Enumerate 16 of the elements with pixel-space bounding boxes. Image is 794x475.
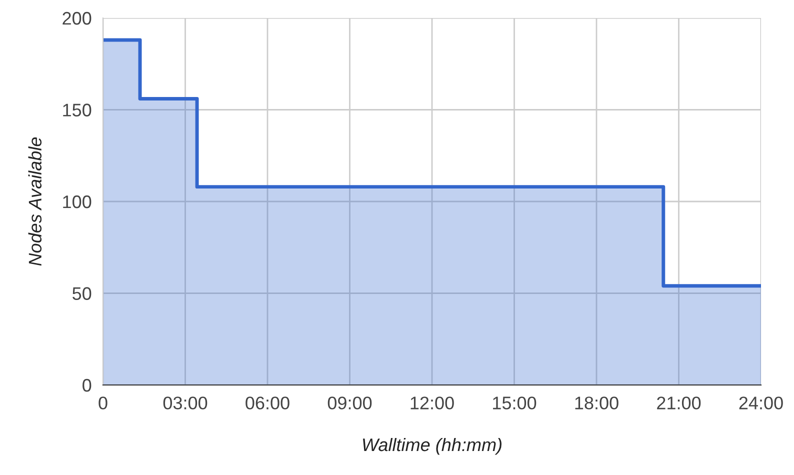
x-tick-label: 03:00 — [163, 396, 208, 410]
y-tick-label: 100 — [63, 195, 92, 208]
x-tick-label: 18:00 — [575, 396, 618, 410]
x-axis-title: Walltime (hh:mm) — [363, 438, 502, 455]
x-tick-label: 15:00 — [493, 396, 536, 410]
x-tick-label: 12:00 — [410, 396, 454, 410]
y-tick-label: 0 — [82, 378, 92, 392]
y-tick-label: 50 — [72, 287, 92, 300]
x-tick-label: 09:00 — [328, 396, 372, 410]
y-axis-title: Nodes Available — [28, 137, 42, 266]
x-tick-label: 0 — [98, 396, 108, 410]
x-tick-label: 24:00 — [739, 396, 783, 410]
y-tick-label: 200 — [62, 12, 92, 25]
y-tick-label: 150 — [63, 104, 92, 116]
x-tick-label: 06:00 — [246, 396, 290, 410]
x-tick-label: 21:00 — [657, 396, 701, 410]
